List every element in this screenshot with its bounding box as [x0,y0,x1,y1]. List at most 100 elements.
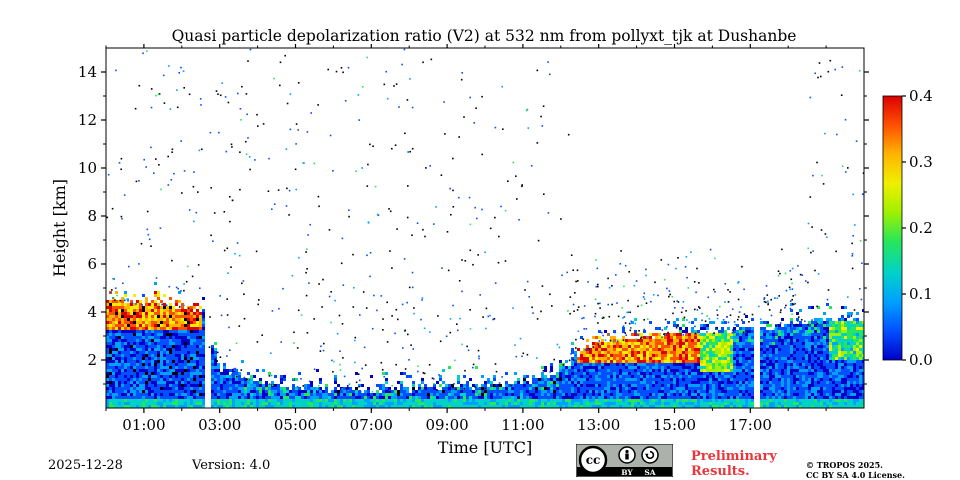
depol-cell [601,402,604,405]
depol-cell [166,369,169,372]
depol-cell [562,381,565,384]
depol-cell [601,390,604,393]
depol-cell [547,378,550,381]
depol-cell [112,378,115,381]
depol-cell [118,348,121,351]
depol-cell [106,402,109,405]
depol-cell [619,390,622,393]
depol-cell [691,345,694,348]
depol-cell [694,351,697,354]
depol-cell [139,354,142,357]
depol-cell [316,393,319,396]
depol-cell [256,390,259,393]
depol-cell [370,393,373,396]
depol-cell [154,354,157,357]
depol-cell [649,357,652,360]
depol-cell [721,396,724,399]
depol-cell [598,381,601,384]
noise-speckle [543,193,545,195]
depol-cell [250,384,253,387]
depol-cell [157,387,160,390]
depol-cell [160,378,163,381]
depol-cell [727,336,730,339]
depol-cell [862,396,864,399]
depol-cell [820,327,823,330]
depol-cell [745,387,748,390]
depol-cell [583,372,586,375]
depol-cell [202,309,205,312]
depol-cell [634,345,637,348]
noise-speckle [814,269,816,272]
depol-cell [337,396,340,399]
depol-cell [748,390,751,393]
depol-cell [340,393,343,396]
depol-cell [733,345,736,348]
depol-cell [841,324,844,327]
depol-cell [139,372,142,375]
depol-cell [298,393,301,396]
depol-cell [181,321,184,324]
depol-cell [721,384,724,387]
depol-cell [193,381,196,384]
depol-cell [166,390,169,393]
depol-cell [211,399,214,402]
depol-cell [112,384,115,387]
depol-cell [133,315,136,318]
depol-cell [583,399,586,402]
depol-cell [541,372,544,375]
depol-cell [652,333,655,336]
depol-cell [862,360,864,363]
depol-cell [583,378,586,381]
depol-cell [409,396,412,399]
depol-cell [262,399,265,402]
depol-cell [154,309,157,312]
depol-cell [106,318,109,321]
depol-cell [772,396,775,399]
depol-cell [121,366,124,369]
depol-cell [601,375,604,378]
depol-cell [664,327,667,330]
depol-cell [823,336,826,339]
depol-cell [160,327,163,330]
depol-cell [181,351,184,354]
depol-cell [187,342,190,345]
depol-cell [613,351,616,354]
noise-speckle [608,286,611,289]
depol-cell [325,393,328,396]
noise-speckle [751,313,754,316]
depol-cell [829,321,832,324]
noise-speckle [114,287,117,289]
depol-cell [838,333,841,336]
depol-cell [850,396,853,399]
depol-cell [676,348,679,351]
depol-cell [622,351,625,354]
depol-cell [172,327,175,330]
depol-cell [685,330,688,333]
noise-speckle [247,60,249,62]
depol-cell [856,351,859,354]
depol-cell [367,387,370,390]
depol-cell [133,363,136,366]
depol-cell [613,348,616,351]
depol-cell [853,360,856,363]
depol-cell [760,342,763,345]
depol-cell [130,315,133,318]
depol-cell [574,357,577,360]
depol-cell [628,378,631,381]
depol-cell [730,366,733,369]
depol-cell [202,360,205,363]
depol-cell [643,369,646,372]
depol-cell [817,345,820,348]
depol-cell [640,396,643,399]
depol-cell [658,336,661,339]
depol-cell [769,396,772,399]
depol-cell [202,402,205,405]
depol-cell [223,393,226,396]
depol-cell [826,318,829,321]
depol-cell [358,393,361,396]
depol-cell [817,336,820,339]
depol-cell [703,348,706,351]
depol-cell [844,375,847,378]
depol-cell [760,372,763,375]
depol-cell [130,348,133,351]
